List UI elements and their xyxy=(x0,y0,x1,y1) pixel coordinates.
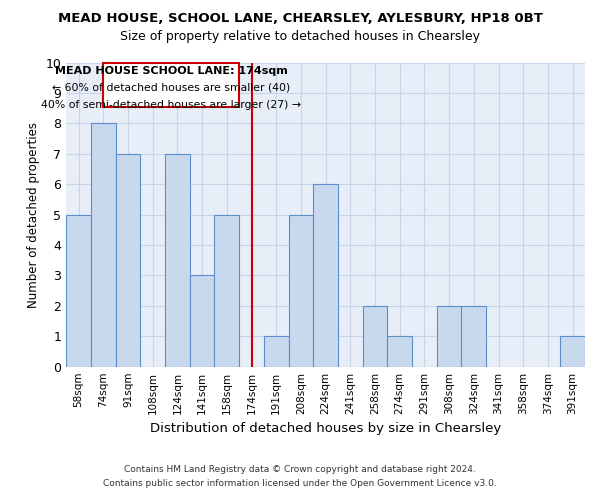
Bar xyxy=(66,214,91,366)
Text: Size of property relative to detached houses in Chearsley: Size of property relative to detached ho… xyxy=(120,30,480,43)
Bar xyxy=(289,214,313,366)
Text: MEAD HOUSE, SCHOOL LANE, CHEARSLEY, AYLESBURY, HP18 0BT: MEAD HOUSE, SCHOOL LANE, CHEARSLEY, AYLE… xyxy=(58,12,542,26)
Bar xyxy=(165,154,190,366)
Bar xyxy=(388,336,412,366)
Bar xyxy=(91,124,116,366)
Text: 40% of semi-detached houses are larger (27) →: 40% of semi-detached houses are larger (… xyxy=(41,100,301,110)
FancyBboxPatch shape xyxy=(103,63,239,106)
Bar xyxy=(313,184,338,366)
Bar xyxy=(116,154,140,366)
Bar xyxy=(437,306,461,366)
Text: ← 60% of detached houses are smaller (40): ← 60% of detached houses are smaller (40… xyxy=(52,83,290,93)
Bar xyxy=(362,306,388,366)
Bar xyxy=(264,336,289,366)
X-axis label: Distribution of detached houses by size in Chearsley: Distribution of detached houses by size … xyxy=(150,422,501,435)
Bar xyxy=(190,276,214,366)
Bar xyxy=(560,336,585,366)
Y-axis label: Number of detached properties: Number of detached properties xyxy=(27,122,40,308)
Bar xyxy=(461,306,486,366)
Text: MEAD HOUSE SCHOOL LANE: 174sqm: MEAD HOUSE SCHOOL LANE: 174sqm xyxy=(55,66,287,76)
Text: Contains HM Land Registry data © Crown copyright and database right 2024.
Contai: Contains HM Land Registry data © Crown c… xyxy=(103,466,497,487)
Bar xyxy=(214,214,239,366)
